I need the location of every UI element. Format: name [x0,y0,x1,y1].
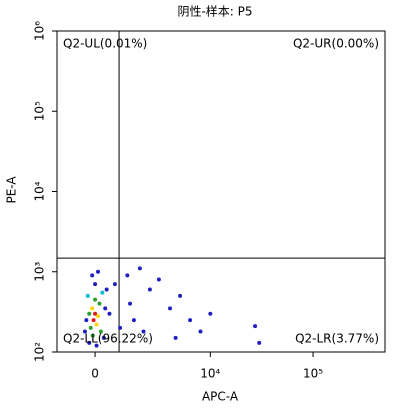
point [93,282,98,287]
point [156,277,161,282]
point [168,306,173,311]
point [131,318,136,323]
point [98,329,103,334]
point [88,325,93,330]
point [198,329,203,334]
point [90,306,95,311]
x-tick-label: 10⁴ [200,367,220,381]
point [125,273,130,278]
y-tick-label: 10³ [33,262,47,282]
point [101,335,106,340]
point [95,269,100,274]
point [253,324,258,329]
point [257,340,262,345]
quadrant-label: Q2-LL(96.22%) [63,332,153,346]
point [104,287,109,292]
point [93,297,98,302]
point [97,301,102,306]
y-axis-label: PE-A [5,176,19,204]
point [128,301,133,306]
point [90,273,95,278]
point [173,335,178,340]
point [107,311,112,316]
point [178,293,183,298]
point [147,287,152,292]
point [85,293,90,298]
quadrant-label: Q2-LR(3.77%) [295,332,379,346]
y-tick-label: 10² [33,342,47,362]
point [95,314,100,319]
plot-frame [56,30,386,353]
x-axis-label: APC-A [202,390,239,404]
quadrant-label: Q2-UL(0.01%) [63,37,147,51]
x-tick-label: 10⁵ [303,367,323,381]
y-tick-label: 10⁶ [33,21,47,41]
point [93,311,98,316]
point [141,329,146,334]
point [87,340,92,345]
point [188,318,193,323]
point [100,290,105,295]
point [112,282,117,287]
point [91,318,96,323]
chart-title: 阴性-样本: P5 [177,4,252,19]
point [118,325,123,330]
point [103,306,108,311]
y-tick-label: 10⁵ [33,101,47,121]
point [82,329,87,334]
point [87,311,92,316]
quadrant-label: Q2-UR(0.00%) [293,37,379,51]
point [84,318,89,323]
point [94,322,99,327]
point [208,311,213,316]
point [90,333,95,338]
x-tick-label: 0 [91,367,99,381]
point [94,343,99,348]
y-tick-label: 10⁴ [33,181,47,201]
point [137,266,142,271]
